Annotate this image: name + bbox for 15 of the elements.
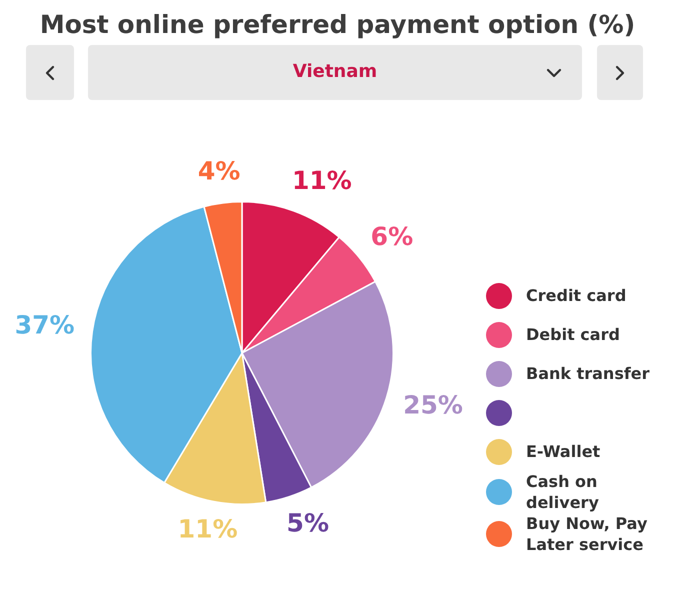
legend-label: Bank transfer [526,363,650,384]
data-label: 37% [14,310,75,340]
legend-label: Cash on delivery [526,471,600,513]
data-label: 4% [198,156,240,186]
chart-title: Most online preferred payment option (%) [38,10,636,39]
data-label: 5% [286,508,330,538]
legend-label: Credit card [526,285,626,306]
data-label: 11% [178,514,238,544]
chart-subtitle: Vietnam [292,61,378,82]
data-label: 11% [292,166,352,196]
data-label: 25% [403,390,463,420]
legend-label: Buy Now, Pay Later service [526,513,648,555]
legend-label: Debit card [526,324,620,345]
data-label: 6% [370,222,414,252]
legend-label: E-Wallet [526,441,600,462]
